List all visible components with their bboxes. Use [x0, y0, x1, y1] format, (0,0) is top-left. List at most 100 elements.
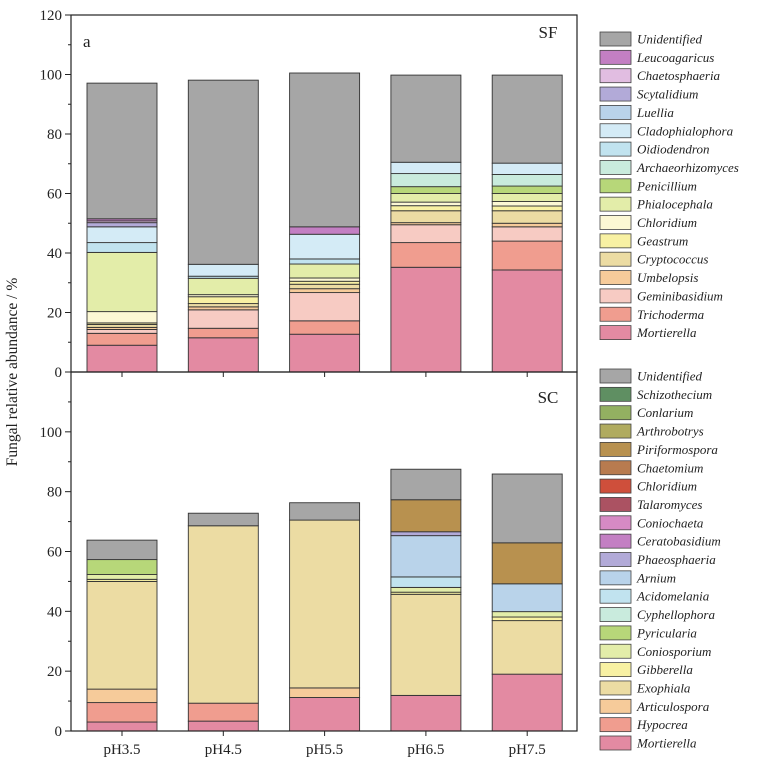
legend-sf: Unidentified Leucoagaricus Chaetosphaeria S… — [599, 32, 739, 340]
legend-swatch — [599, 698, 632, 714]
legend-item: Schizothecium — [599, 386, 712, 402]
bar-segment — [289, 292, 361, 322]
legend-label: Articulospora — [636, 699, 710, 714]
bar-segment — [86, 332, 158, 346]
legend-item: Trichoderma — [599, 307, 705, 322]
legend-item: Umbelopsis — [599, 270, 698, 285]
bar-stack — [289, 72, 361, 373]
legend-swatch — [599, 233, 632, 249]
legend-item: Coniosporium — [599, 643, 711, 659]
bar-segment — [187, 720, 259, 732]
legend-label: Penicillium — [636, 178, 697, 193]
bar-segment — [390, 205, 462, 212]
legend-label: Chaetomium — [637, 460, 703, 475]
bar-segment — [86, 721, 158, 732]
legend-label: Cyphellophora — [637, 607, 715, 622]
y-tick-label: 100 — [40, 425, 63, 441]
legend-swatch — [599, 68, 632, 84]
bar-stack — [491, 74, 563, 373]
bar-segment — [491, 542, 563, 585]
legend-swatch — [599, 441, 632, 457]
legend-label: Phaeosphaeria — [636, 552, 716, 567]
bar-segment — [390, 210, 462, 224]
bar-segment — [390, 576, 462, 588]
bar-segment — [491, 193, 563, 202]
bar-segment — [289, 687, 361, 698]
legend-sc: Unidentified Schizothecium Conlarium Arthro… — [599, 369, 721, 751]
legend-label: Archaeorhizomyces — [636, 160, 739, 175]
legend-item: Mortierella — [599, 736, 697, 751]
bar-segment — [86, 559, 158, 575]
legend-label: Arnium — [636, 570, 676, 585]
panel-b: 0 20 40 60 80 100 pH3.5 pH4.5 pH5.5 pH6.5 pH7.5 SC — [40, 371, 578, 758]
legend-item: Ceratobasidium — [599, 534, 721, 549]
bar-segment — [86, 580, 158, 690]
legend-swatch — [599, 423, 632, 439]
legend-swatch — [599, 515, 632, 531]
legend-item: Coniochaeta — [599, 515, 704, 531]
bar-segment — [390, 266, 462, 373]
bar-segment — [86, 329, 158, 334]
legend-item: Cryptococcus — [599, 251, 708, 267]
legend-label: Acidomelania — [636, 589, 710, 604]
bar-segment — [491, 673, 563, 732]
bar-segment — [86, 311, 158, 324]
bar-segment — [390, 694, 462, 732]
bar-segment — [289, 233, 361, 260]
bar-segment — [187, 296, 259, 305]
legend-item: Cyphellophora — [599, 607, 715, 622]
bar-segment — [86, 222, 158, 228]
bar-segment — [289, 519, 361, 689]
legend-swatch — [599, 49, 632, 65]
y-tick-label: 0 — [55, 724, 63, 740]
bar-segment — [289, 283, 361, 290]
legend-item: Mortierella — [599, 325, 697, 340]
legend-item: Chaetomium — [599, 460, 703, 475]
bar-segment — [390, 161, 462, 175]
legend-item: Geastrum — [599, 233, 688, 249]
legend-item: Chaetosphaeria — [599, 68, 721, 84]
legend-label: Leucoagaricus — [636, 50, 714, 65]
legend-item: Pyricularia — [599, 625, 697, 641]
bar-segment — [491, 210, 563, 224]
legend-label: Ceratobasidium — [637, 534, 721, 549]
legend-item: Gibberella — [599, 662, 693, 677]
legend-label: Pyricularia — [636, 625, 697, 640]
legend-item: Scytalidium — [599, 87, 698, 102]
y-tick-label: 100 — [40, 68, 63, 84]
bar-segment — [390, 242, 462, 268]
legend-item: Piriformospora — [599, 441, 718, 457]
bar-segment — [86, 702, 158, 723]
legend-item: Luellia — [599, 105, 674, 120]
legend-label: Cryptococcus — [637, 252, 708, 267]
bar-segment — [289, 502, 361, 521]
panel-label: SC — [538, 388, 559, 407]
bar-segment — [491, 616, 563, 622]
bar-segment — [187, 337, 259, 373]
bar-segment — [390, 586, 462, 593]
y-tick-label: 20 — [47, 664, 62, 680]
legend-item: Arthrobotrys — [599, 423, 704, 439]
panel-label: SF — [539, 23, 558, 42]
legend-swatch — [599, 251, 632, 267]
legend-label: Unidentified — [637, 369, 702, 384]
legend-item: Leucoagaricus — [599, 49, 714, 65]
bar-segment — [390, 193, 462, 203]
legend-label: Chaetosphaeria — [637, 68, 721, 83]
legend-swatch — [599, 643, 632, 659]
x-tick-label: pH3.5 — [103, 742, 140, 758]
legend-item: Arnium — [599, 570, 676, 585]
bar-segment — [86, 574, 158, 580]
legend-swatch — [599, 625, 632, 641]
legend-label: Conlarium — [637, 405, 693, 420]
bar-segment — [491, 583, 563, 613]
bar-segment — [390, 201, 462, 207]
bar-segment — [289, 320, 361, 335]
legend-item: Penicillium — [599, 178, 697, 193]
x-tick-label: pH7.5 — [509, 742, 546, 758]
legend-swatch — [599, 386, 632, 402]
legend-label: Scytalidium — [637, 87, 698, 102]
legend-label: Arthrobotrys — [636, 424, 704, 439]
legend-label: Coniosporium — [637, 644, 711, 659]
